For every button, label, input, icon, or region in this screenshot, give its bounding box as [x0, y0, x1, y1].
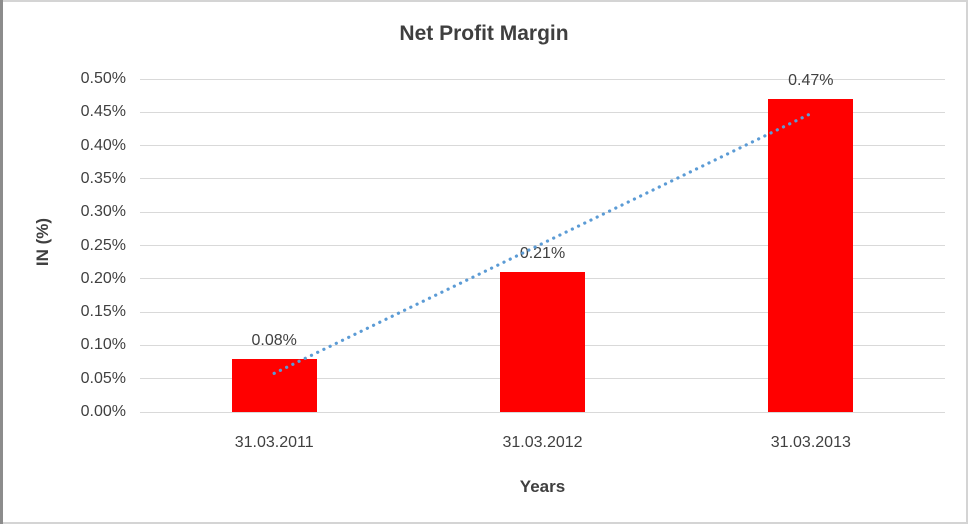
- x-category-label: 31.03.2012: [502, 434, 583, 451]
- y-tick-label: 0.00%: [80, 403, 126, 420]
- x-axis-title: Years: [519, 477, 566, 496]
- y-gridline: [140, 411, 945, 413]
- y-tick-label: 0.20%: [80, 269, 126, 287]
- y-tick-label: 0.45%: [80, 103, 126, 121]
- y-tick-label: 0.50%: [80, 70, 126, 87]
- x-category-label: 31.03.2013: [770, 434, 851, 451]
- x-category-label: 31.03.2011: [234, 434, 314, 451]
- y-tick-label: 0.40%: [80, 136, 126, 154]
- y-tick-label: 0.10%: [80, 336, 126, 354]
- y-axis-title: IN (%): [33, 217, 52, 267]
- bar-31.03.2012: [500, 272, 585, 412]
- bar-31.03.2011: [231, 358, 317, 412]
- chart-title: Net Profit Margin: [399, 22, 569, 45]
- y-tick-label: 0.30%: [80, 203, 126, 221]
- y-tick-label: 0.15%: [80, 303, 126, 321]
- y-tick-label: 0.25%: [80, 236, 126, 254]
- y-tick-label: 0.35%: [80, 169, 126, 187]
- data-label: 0.08%: [251, 331, 297, 349]
- data-label: 0.21%: [519, 245, 566, 263]
- y-gridline: [140, 78, 945, 80]
- y-tick-label: 0.05%: [80, 369, 126, 387]
- bar-31.03.2013: [768, 98, 854, 412]
- data-label: 0.47%: [788, 71, 834, 89]
